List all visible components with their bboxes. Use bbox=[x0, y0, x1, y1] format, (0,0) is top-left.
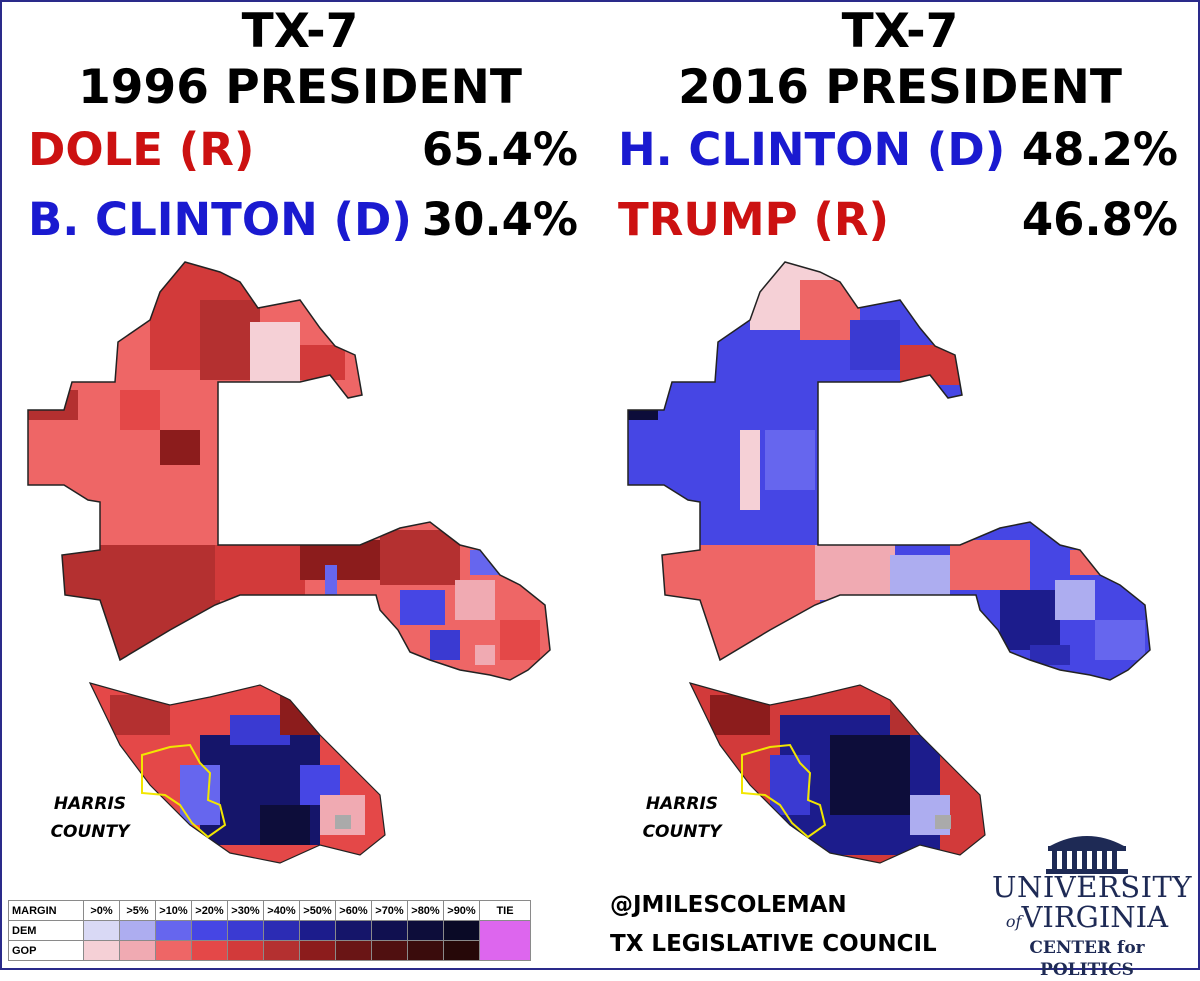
legend-swatch-gop bbox=[119, 940, 156, 961]
legend-swatch-dem bbox=[335, 920, 372, 941]
legend-swatch-gop bbox=[371, 940, 408, 961]
legend-header: >10% bbox=[155, 900, 192, 921]
legend-swatch-gop bbox=[299, 940, 336, 961]
legend-swatch-dem bbox=[299, 920, 336, 941]
data-source: TX LEGISLATIVE COUNCIL bbox=[610, 931, 937, 957]
uva-logo-line2: ofVIRGINIA bbox=[992, 902, 1182, 937]
right-county-label-line1: HARRIS bbox=[645, 794, 719, 814]
legend-swatch-tie bbox=[479, 920, 531, 961]
legend-swatch-dem bbox=[371, 920, 408, 941]
right-district-map bbox=[627, 261, 1151, 681]
uva-logo-line1: UNIVERSITY bbox=[992, 870, 1193, 904]
legend-swatch-dem bbox=[227, 920, 264, 941]
right-pct-2: 46.8% bbox=[1021, 193, 1178, 246]
left-title-race: 1996 PRESIDENT bbox=[78, 60, 522, 115]
left-candidate-1: DOLE (R) bbox=[28, 123, 255, 176]
legend-swatch-gop bbox=[83, 940, 120, 961]
legend-swatch-gop bbox=[155, 940, 192, 961]
margin-legend: MARGIN >0% >5% >10% >20% >30% >40% >50% … bbox=[8, 900, 531, 961]
right-harris-county-map bbox=[688, 682, 986, 864]
left-harris-county-map bbox=[88, 682, 386, 864]
legend-header: >60% bbox=[335, 900, 372, 921]
legend-swatch-dem bbox=[407, 920, 444, 941]
legend-header: >90% bbox=[443, 900, 480, 921]
legend-header: >80% bbox=[407, 900, 444, 921]
legend-header: >20% bbox=[191, 900, 228, 921]
uva-logo-virginia: VIRGINIA bbox=[1021, 900, 1169, 934]
legend-dem-label: DEM bbox=[8, 920, 84, 941]
legend-swatch-dem bbox=[155, 920, 192, 941]
legend-header: >0% bbox=[83, 900, 120, 921]
right-candidate-2: TRUMP (R) bbox=[618, 193, 890, 246]
legend-swatch-gop bbox=[335, 940, 372, 961]
right-county-label: HARRIS COUNTY bbox=[612, 790, 752, 846]
author-handle: @JMILESCOLEMAN bbox=[610, 892, 847, 918]
rotunda-logo-icon bbox=[1046, 836, 1128, 874]
legend-swatch-dem bbox=[119, 920, 156, 941]
legend-header: >5% bbox=[119, 900, 156, 921]
left-pct-2: 30.4% bbox=[421, 193, 578, 246]
right-title-race: 2016 PRESIDENT bbox=[678, 60, 1122, 115]
legend-swatch-gop bbox=[407, 940, 444, 961]
legend-swatch-gop bbox=[443, 940, 480, 961]
right-pct-1: 48.2% bbox=[1021, 123, 1178, 176]
left-district-map bbox=[27, 261, 551, 681]
legend-swatch-dem bbox=[83, 920, 120, 941]
right-candidate-1: H. CLINTON (D) bbox=[618, 123, 1006, 176]
left-county-label-line2: COUNTY bbox=[50, 822, 130, 842]
legend-margin-label: MARGIN bbox=[8, 900, 84, 921]
legend-header: >40% bbox=[263, 900, 300, 921]
left-title-district: TX-7 bbox=[241, 4, 359, 59]
left-county-label-line1: HARRIS bbox=[53, 794, 127, 814]
legend-header: >50% bbox=[299, 900, 336, 921]
legend-header: >30% bbox=[227, 900, 264, 921]
uva-logo-text: UNIVERSITY ofVIRGINIA CENTER for POLITIC… bbox=[992, 870, 1193, 981]
left-county-label: HARRIS COUNTY bbox=[20, 790, 160, 846]
legend-swatch-dem bbox=[443, 920, 480, 941]
right-title-district: TX-7 bbox=[841, 4, 959, 59]
uva-logo-line3: CENTER for POLITICS bbox=[1029, 938, 1145, 980]
legend-tie-label: TIE bbox=[479, 900, 531, 921]
left-candidate-2: B. CLINTON (D) bbox=[28, 193, 412, 246]
legend-swatch-gop bbox=[263, 940, 300, 961]
legend-gop-label: GOP bbox=[8, 940, 84, 961]
left-pct-1: 65.4% bbox=[421, 123, 578, 176]
legend-header: >70% bbox=[371, 900, 408, 921]
uva-logo-of: of bbox=[1005, 912, 1022, 931]
right-county-label-line2: COUNTY bbox=[642, 822, 722, 842]
legend-swatch-dem bbox=[263, 920, 300, 941]
legend-swatch-gop bbox=[227, 940, 264, 961]
legend-swatch-dem bbox=[191, 920, 228, 941]
legend-swatch-gop bbox=[191, 940, 228, 961]
